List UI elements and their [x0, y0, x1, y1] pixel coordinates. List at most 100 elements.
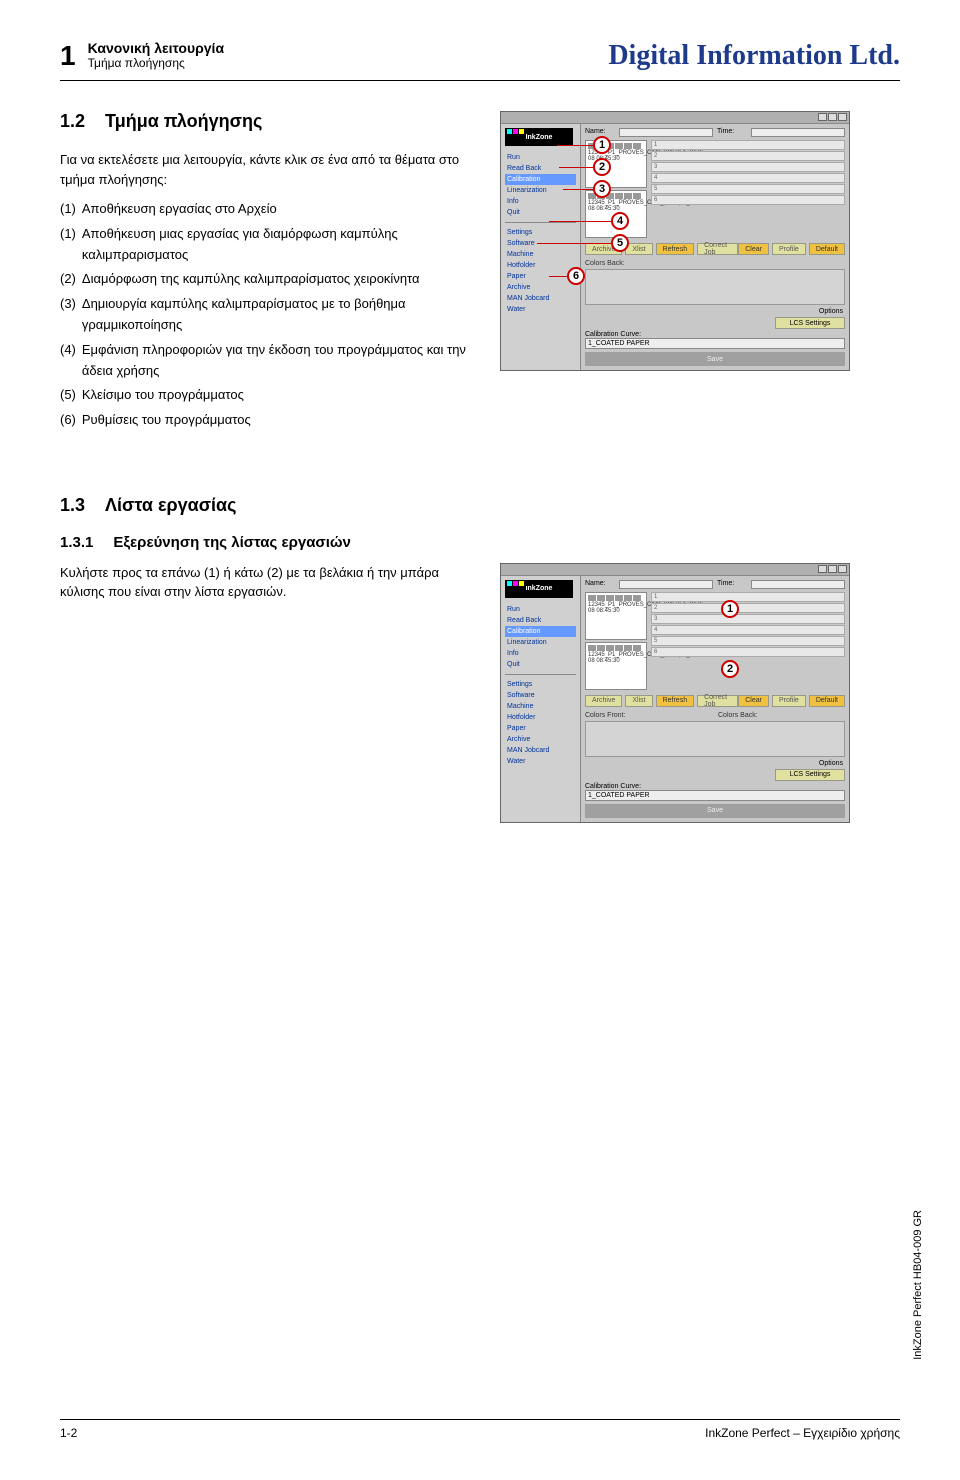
section-1-3: 1.3 Λίστα εργασίας 1.3.1 Εξερεύνηση της … [60, 495, 900, 823]
name-field[interactable] [619, 580, 713, 589]
nav-readback[interactable]: Read Back [505, 163, 576, 174]
calib-dropdown[interactable]: 1_COATED PAPER [585, 338, 845, 349]
nav-linearization[interactable]: Linearization [505, 637, 576, 648]
list-slot[interactable]: 2 [651, 151, 845, 161]
shot-titlebar [501, 564, 849, 576]
list-item: (3)Δημιουργία καμπύλης καλιμπραρίσματος … [60, 294, 480, 336]
list-item: (1)Αποθήκευση μιας εργασίας για διαμόρφω… [60, 224, 480, 266]
section-1-3-1-heading: 1.3.1 Εξερεύνηση της λίστας εργασιών [60, 534, 900, 551]
nav-archive[interactable]: Archive [505, 734, 576, 745]
list-slot[interactable]: 6 [651, 195, 845, 205]
nav-machine[interactable]: Machine [505, 249, 576, 260]
nav-paper[interactable]: Paper [505, 723, 576, 734]
save-button[interactable]: Save [585, 352, 845, 366]
lcs-button[interactable]: LCS Settings [775, 769, 845, 781]
callout-5: 5 [611, 234, 629, 252]
callout-2: 2 [721, 660, 739, 678]
correctjob-button[interactable]: Correct Job [697, 243, 738, 255]
window-controls-icon [818, 113, 847, 121]
time-field[interactable] [751, 580, 845, 589]
refresh-button[interactable]: Refresh [656, 243, 695, 255]
section-1-2-text: 1.2 Τμήμα πλοήγησης Για να εκτελέσετε μι… [60, 111, 480, 435]
chapter-subtitle: Τμήμα πλοήγησης [88, 56, 597, 70]
list-item: (5)Κλείσιμο του προγράμματος [60, 385, 480, 406]
nav-hotfolder[interactable]: Hotfolder [505, 712, 576, 723]
list-slot[interactable]: 2 [651, 603, 845, 613]
nav-calibration[interactable]: Calibration [505, 174, 576, 185]
nav-water[interactable]: Water [505, 304, 576, 315]
list-slot[interactable]: 4 [651, 173, 845, 183]
calib-label: Calibration Curve: [585, 783, 845, 790]
list-slot[interactable]: 1 [651, 592, 845, 602]
nav-manjobcard[interactable]: MAN Jobcard [505, 293, 576, 304]
thumb-1[interactable]: 12345_P1_PROVES_CIP3_(2452)-1_Back 08 08… [585, 592, 647, 640]
refresh-button[interactable]: Refresh [656, 695, 695, 707]
nav-quit[interactable]: Quit [505, 659, 576, 670]
list-slot[interactable]: 5 [651, 184, 845, 194]
section-title: Τμήμα πλοήγησης [105, 111, 262, 132]
section-1-2: 1.2 Τμήμα πλοήγησης Για να εκτελέσετε μι… [60, 111, 900, 435]
xlist-button[interactable]: Xlist [625, 695, 652, 707]
thumb-2[interactable]: 12345_P1_PROVES_CIP3_(2452)-1_Front 08 0… [585, 642, 647, 690]
list-slot[interactable]: 6 [651, 647, 845, 657]
save-button[interactable]: Save [585, 804, 845, 818]
name-label: Name: [585, 580, 615, 589]
nav-settings[interactable]: Settings [505, 227, 576, 238]
calib-dropdown[interactable]: 1_COATED PAPER [585, 790, 845, 801]
nav-archive[interactable]: Archive [505, 282, 576, 293]
colors-back-label: Colors Back: [585, 260, 845, 267]
callout-1: 1 [593, 136, 611, 154]
clear-button[interactable]: Clear [738, 695, 769, 707]
profile-button[interactable]: Profile [772, 695, 806, 707]
page-footer: 1-2 InkZone Perfect – Εγχειρίδιο χρήσης [60, 1419, 900, 1440]
nav-manjobcard[interactable]: MAN Jobcard [505, 745, 576, 756]
options-label: Options [585, 308, 845, 315]
nav-water[interactable]: Water [505, 756, 576, 767]
time-label: Time: [717, 580, 747, 589]
nav-quit[interactable]: Quit [505, 207, 576, 218]
time-label: Time: [717, 128, 747, 137]
nav-run[interactable]: Run [505, 152, 576, 163]
callout-1: 1 [721, 600, 739, 618]
correctjob-button[interactable]: Correct Job [697, 695, 738, 707]
nav-settings[interactable]: Settings [505, 679, 576, 690]
list-item: (6)Ρυθμίσεις του προγράμματος [60, 410, 480, 431]
nav-info[interactable]: Info [505, 648, 576, 659]
name-field[interactable] [619, 128, 713, 137]
archive-button[interactable]: Archive [585, 695, 622, 707]
colors-back-label: Colors Back: [718, 712, 845, 719]
profile-button[interactable]: Profile [772, 243, 806, 255]
default-button[interactable]: Default [809, 243, 845, 255]
colors-panel [585, 721, 845, 757]
list-slot[interactable]: 5 [651, 636, 845, 646]
nav-info[interactable]: Info [505, 196, 576, 207]
list-slot[interactable]: 3 [651, 614, 845, 624]
time-field[interactable] [751, 128, 845, 137]
list-slot[interactable]: 4 [651, 625, 845, 635]
callout-6: 6 [567, 267, 585, 285]
list-slot[interactable]: 1 [651, 140, 845, 150]
xlist-button[interactable]: Xlist [625, 243, 652, 255]
list-slot[interactable]: 3 [651, 162, 845, 172]
company-logo: Digital Information Ltd. [608, 40, 900, 72]
nav-machine[interactable]: Machine [505, 701, 576, 712]
section-1-3-1-row: Κυλήστε προς τα επάνω (1) ή κάτω (2) με … [60, 563, 900, 823]
shot-sidebar: InkZone Run Read Back Calibration Linear… [501, 124, 581, 370]
document-code: InkZone Perfect HB04-009 GR [912, 1210, 924, 1360]
section-1-3-1-body: Κυλήστε προς τα επάνω (1) ή κάτω (2) με … [60, 563, 480, 602]
section-1-3-1-text: Κυλήστε προς τα επάνω (1) ή κάτω (2) με … [60, 563, 480, 823]
lcs-button[interactable]: LCS Settings [775, 317, 845, 329]
nav-readback[interactable]: Read Back [505, 615, 576, 626]
nav-run[interactable]: Run [505, 604, 576, 615]
section-title: Λίστα εργασίας [105, 495, 236, 516]
inkzone-logo: InkZone [505, 580, 573, 598]
clear-button[interactable]: Clear [738, 243, 769, 255]
nav-linearization[interactable]: Linearization [505, 185, 576, 196]
nav-hotfolder[interactable]: Hotfolder [505, 260, 576, 271]
nav-calibration[interactable]: Calibration [505, 626, 576, 637]
default-button[interactable]: Default [809, 695, 845, 707]
callout-2: 2 [593, 158, 611, 176]
section-1-2-heading: 1.2 Τμήμα πλοήγησης [60, 111, 480, 132]
nav-software[interactable]: Software [505, 690, 576, 701]
calib-label: Calibration Curve: [585, 331, 845, 338]
